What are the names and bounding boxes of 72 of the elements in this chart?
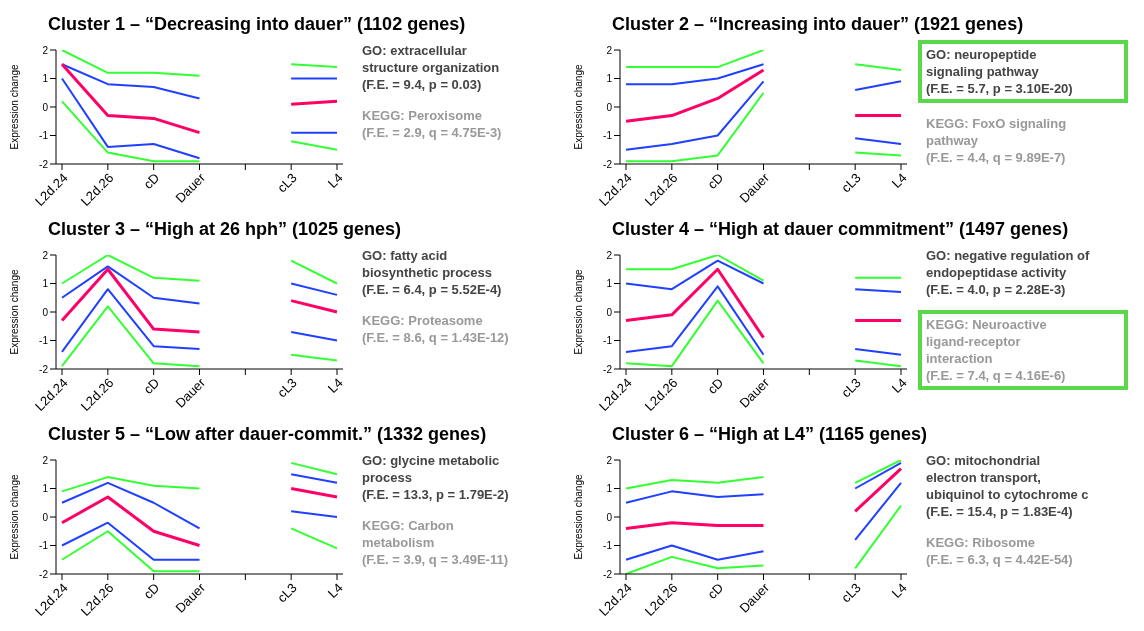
x-tick-label: cL3 — [274, 580, 300, 606]
y-tick-label: -1 — [39, 540, 49, 552]
text: GO: neuropeptide signaling pathway (F.E. = 5.7, p = 3.10E-20) — [926, 47, 1073, 96]
y-tick-label: -2 — [39, 363, 49, 375]
text: GO: negative regulation of endopeptidase activity (F.E. = 4.0, p = 2.28E-3) — [926, 248, 1090, 297]
x-tick-label: L4 — [324, 375, 346, 396]
y-tick-label: -1 — [39, 130, 49, 142]
y-tick-label: 2 — [606, 454, 613, 466]
x-tick-label: L4 — [888, 580, 910, 601]
text: KEGG: Carbon metabolism (F.E. = 3.9, q = 3.49E-11) — [362, 518, 508, 567]
x-tick-label: cD — [140, 170, 163, 192]
y-tick-label: 0 — [42, 511, 49, 523]
x-tick-label: L4 — [324, 170, 346, 191]
y-axis-title: Expression change — [572, 269, 584, 355]
chart-title: Cluster 6 – “High at L4” (1165 genes) — [612, 424, 928, 445]
x-tick-label: cD — [140, 580, 163, 602]
text: KEGG: Ribosome (F.E. = 6.3, q = 4.42E-54) — [926, 535, 1073, 567]
y-tick-label: -2 — [603, 568, 613, 580]
y-tick-label: 2 — [606, 249, 613, 261]
y-axis-title: Expression change — [572, 64, 584, 150]
y-tick-label: 2 — [606, 44, 613, 56]
chart-title: Cluster 1 – “Decreasing into dauer” (1102 genes) — [48, 14, 466, 35]
y-tick-label: 0 — [606, 306, 613, 318]
text: GO: fatty acid biosynthetic process (F.E. = 6.4, p = 5.52E-4) — [362, 248, 502, 297]
chart-title: Cluster 4 – “High at dauer commitment” (1497 genes) — [612, 219, 1069, 240]
y-axis-title: Expression change — [8, 269, 20, 355]
y-tick-label: 0 — [42, 101, 49, 113]
y-tick-label: -1 — [603, 335, 613, 347]
y-tick-label: -1 — [39, 335, 49, 347]
y-tick-label: -2 — [39, 158, 49, 170]
x-tick-label: cL3 — [274, 170, 300, 196]
y-tick-label: 1 — [42, 278, 49, 290]
x-tick-label: cL3 — [274, 375, 300, 401]
y-tick-label: -1 — [603, 130, 613, 142]
y-axis-title: Expression change — [8, 474, 20, 560]
x-tick-label: L4 — [888, 170, 910, 191]
y-tick-label: 0 — [606, 511, 613, 523]
y-tick-label: -1 — [603, 540, 613, 552]
text: GO: extracellular structure organization (F.E. = 9.4, p = 0.03) — [362, 43, 500, 92]
text: KEGG: Neuroactive ligand-receptor interaction (F.E. = 7.4, q = 4.16E-6) — [926, 317, 1066, 383]
y-tick-label: 0 — [606, 101, 613, 113]
y-tick-label: 2 — [42, 454, 49, 466]
x-tick-label: cL3 — [838, 580, 864, 606]
y-axis-title: Expression change — [8, 64, 20, 150]
text: KEGG: Proteasome (F.E. = 8.6, q = 1.43E-12) — [362, 313, 509, 345]
text: KEGG: FoxO signaling pathway (F.E. = 4.4, q = 9.89E-7) — [926, 116, 1067, 165]
y-tick-label: 1 — [42, 483, 49, 495]
y-tick-label: 1 — [606, 73, 613, 85]
x-tick-label: cD — [704, 375, 727, 397]
chart-title: Cluster 5 – “Low after dauer-commit.” (1332 genes) — [48, 424, 487, 445]
x-tick-label: cD — [704, 170, 727, 192]
y-tick-label: -2 — [603, 158, 613, 170]
x-tick-label: cD — [140, 375, 163, 397]
chart-title: Cluster 2 – “Increasing into dauer” (1921 genes) — [612, 14, 1024, 35]
chart-title: Cluster 3 – “High at 26 hph” (1025 genes) — [48, 219, 402, 240]
y-tick-label: -2 — [603, 363, 613, 375]
x-tick-label: cL3 — [838, 375, 864, 401]
x-tick-label: L4 — [324, 580, 346, 601]
text: GO: glycine metabolic process (F.E. = 13.3, p = 1.79E-2) — [362, 453, 509, 502]
x-tick-label: cL3 — [838, 170, 864, 196]
y-tick-label: 1 — [606, 483, 613, 495]
y-tick-label: 0 — [42, 306, 49, 318]
text: KEGG: Peroxisome (F.E. = 2.9, q = 4.75E-3) — [362, 108, 502, 140]
x-tick-label: cD — [704, 580, 727, 602]
x-tick-label: L4 — [888, 375, 910, 396]
y-tick-label: 1 — [42, 73, 49, 85]
y-tick-label: 2 — [42, 44, 49, 56]
y-axis-title: Expression change — [572, 474, 584, 560]
y-tick-label: 2 — [42, 249, 49, 261]
y-tick-label: -2 — [39, 568, 49, 580]
text: GO: mitochondrial electron transport, ubiquinol to cytochrome c (F.E. = 15.4, p = 1.83E-4) — [926, 453, 1089, 519]
y-tick-label: 1 — [606, 278, 613, 290]
